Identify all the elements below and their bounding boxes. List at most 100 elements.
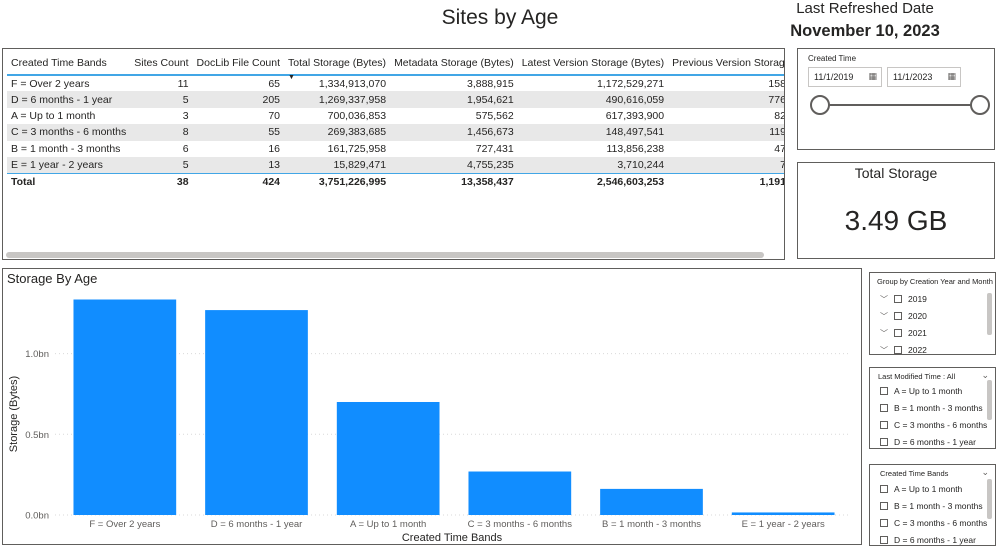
slicer-item[interactable]: A = Up to 1 month bbox=[880, 384, 962, 398]
matrix-table: Created Time Bands Sites Count DocLib Fi… bbox=[7, 53, 784, 191]
vertical-scrollbar[interactable] bbox=[987, 380, 992, 420]
table-row[interactable]: F = Over 2 years 11 65 1,334,913,070 3,8… bbox=[7, 75, 784, 91]
table-cell: 727,431 bbox=[475, 142, 514, 155]
chevron-down-icon[interactable]: ⌄ bbox=[981, 370, 989, 380]
checkbox[interactable] bbox=[880, 485, 888, 493]
slicer-item-label: A = Up to 1 month bbox=[894, 386, 963, 396]
chevron-down-icon[interactable]: ﹀ bbox=[880, 346, 888, 355]
checkbox[interactable] bbox=[894, 295, 902, 303]
table-cell: 3,751,226,995 bbox=[284, 172, 391, 191]
table-row[interactable]: A = Up to 1 month 3 70 700,036,853 575,5… bbox=[7, 108, 784, 124]
table-row[interactable]: D = 6 months - 1 year 5 205 1,269,337,95… bbox=[7, 91, 784, 108]
column-header[interactable]: DocLib File Count bbox=[192, 53, 285, 76]
table-cell: 5 bbox=[130, 156, 193, 174]
chevron-down-icon[interactable]: ⌄ bbox=[981, 467, 989, 477]
table-cell: 575,562 bbox=[475, 109, 514, 122]
table-cell: 700,036,853 bbox=[327, 109, 387, 122]
bar[interactable] bbox=[600, 488, 703, 515]
slicer-item-label: C = 3 months - 6 months bbox=[894, 518, 988, 528]
checkbox[interactable] bbox=[880, 387, 888, 395]
table-row[interactable]: B = 1 month - 3 months 6 16 161,725,958 … bbox=[7, 141, 784, 157]
slicer-item-label: D = 6 months - 1 year bbox=[894, 535, 976, 545]
calendar-icon[interactable]: ▦ bbox=[868, 71, 877, 81]
table-cell: 70 bbox=[268, 109, 281, 122]
chevron-down-icon[interactable]: ﹀ bbox=[880, 312, 888, 321]
table-cell: 1,191,265, bbox=[668, 172, 784, 191]
bar[interactable] bbox=[205, 310, 308, 515]
column-header[interactable]: Created Time Bands bbox=[7, 53, 131, 76]
checkbox[interactable] bbox=[880, 536, 888, 544]
checkbox[interactable] bbox=[880, 404, 888, 412]
table-cell: 776,767, bbox=[668, 91, 784, 108]
bar[interactable] bbox=[468, 471, 572, 515]
bar[interactable] bbox=[731, 512, 835, 515]
table-cell: 2,546,603,253 bbox=[517, 172, 669, 191]
slicer-item[interactable]: ﹀ 2021 bbox=[880, 326, 927, 340]
table-cell: 1,954,621 bbox=[390, 91, 518, 108]
checkbox[interactable] bbox=[894, 329, 902, 337]
slicer-item[interactable]: B = 1 month - 3 months bbox=[880, 499, 983, 513]
column-header[interactable]: Latest Version Storage (Bytes) bbox=[517, 53, 669, 76]
slicer-item[interactable]: ﹀ 2022 bbox=[880, 343, 927, 355]
horizontal-scrollbar[interactable] bbox=[6, 252, 764, 258]
x-tick-label: B = 1 month - 3 months bbox=[602, 519, 701, 530]
column-header-sorted[interactable]: Total Storage (Bytes) ▼ bbox=[284, 53, 391, 81]
slicer-item[interactable]: C = 3 months - 6 months bbox=[880, 418, 987, 432]
vertical-scrollbar[interactable] bbox=[987, 293, 992, 335]
calendar-icon[interactable]: ▦ bbox=[947, 71, 956, 81]
slicer-item-label: C = 3 months - 6 months bbox=[894, 420, 988, 430]
table-cell: A = Up to 1 month bbox=[11, 109, 96, 122]
end-date-input[interactable]: 11/1/2023 ▦ bbox=[887, 67, 961, 87]
checkbox[interactable] bbox=[894, 312, 902, 320]
checkbox[interactable] bbox=[880, 519, 888, 527]
table-row[interactable]: C = 3 months - 6 months 8 55 269,383,685… bbox=[7, 124, 784, 141]
slider-start-handle[interactable] bbox=[810, 95, 830, 115]
slicer-item[interactable]: ﹀ 2020 bbox=[880, 309, 927, 323]
checkbox[interactable] bbox=[880, 421, 888, 429]
y-tick-label: 1.0bn bbox=[25, 349, 49, 360]
table-cell: 1,456,673 bbox=[390, 124, 518, 141]
slicer-item-label: 2020 bbox=[908, 311, 927, 321]
table-cell: 269,383,685 bbox=[284, 124, 391, 141]
column-header[interactable]: Metadata Storage (Bytes) bbox=[390, 53, 518, 76]
column-header[interactable]: Previous Version Storage (By bbox=[668, 53, 784, 76]
checkbox[interactable] bbox=[880, 438, 888, 446]
chevron-down-icon[interactable]: ﹀ bbox=[880, 329, 888, 338]
start-date-value: 11/1/2019 bbox=[814, 72, 854, 82]
refresh-label: Last Refreshed Date bbox=[796, 0, 934, 17]
table-cell: 7,363, bbox=[668, 156, 784, 174]
column-header-label: Total Storage (Bytes) bbox=[288, 56, 387, 69]
slider-end-handle[interactable] bbox=[970, 95, 990, 115]
vertical-scrollbar[interactable] bbox=[987, 479, 992, 519]
table-cell: 1,269,337,958 bbox=[284, 91, 391, 108]
y-axis-title: Storage (Bytes) bbox=[8, 376, 20, 452]
slicer-item[interactable]: D = 6 months - 1 year bbox=[880, 533, 976, 545]
storage-by-age-chart: Storage By Age 0.0bn 0.5bn 1.0bn F = Over 2… bbox=[2, 268, 862, 545]
table-total-row: Total 38 424 3,751,226,995 13,358,437 2,… bbox=[7, 172, 784, 191]
slicer-item-label: B = 1 month - 3 months bbox=[894, 403, 983, 413]
slicer-item[interactable]: D = 6 months - 1 year bbox=[880, 435, 976, 448]
bar[interactable] bbox=[73, 299, 177, 515]
slicer-title: Group by Creation Year and Month bbox=[877, 277, 993, 286]
slicer-item[interactable]: C = 3 months - 6 months bbox=[880, 516, 987, 530]
start-date-input[interactable]: 11/1/2019 ▦ bbox=[808, 67, 882, 87]
chevron-down-icon[interactable]: ﹀ bbox=[880, 295, 888, 304]
checkbox[interactable] bbox=[880, 502, 888, 510]
table-cell: 113,856,238 bbox=[606, 142, 665, 155]
bar[interactable] bbox=[336, 401, 440, 515]
table-cell: E = 1 year - 2 years bbox=[7, 156, 131, 174]
created-time-bands-slicer: Created Time Bands ⌄ A = Up to 1 month B… bbox=[869, 464, 996, 546]
x-tick-label: A = Up to 1 month bbox=[350, 519, 426, 530]
slicer-item[interactable]: A = Up to 1 month bbox=[880, 482, 962, 496]
table-cell: 8 bbox=[130, 124, 193, 141]
chart-title: Storage By Age bbox=[7, 271, 98, 286]
column-header[interactable]: Sites Count bbox=[130, 53, 193, 76]
slicer-item[interactable]: ﹀ 2019 bbox=[880, 292, 927, 306]
slicer-item-label: B = 1 month - 3 months bbox=[894, 501, 983, 511]
table-cell: 148,497,541 bbox=[517, 124, 669, 141]
slicer-title: Created Time bbox=[808, 54, 857, 63]
slicer-item[interactable]: B = 1 month - 3 months bbox=[880, 401, 983, 415]
date-slider-track[interactable] bbox=[822, 104, 980, 106]
table-row[interactable]: E = 1 year - 2 years 5 13 15,829,471 4,7… bbox=[7, 156, 784, 174]
checkbox[interactable] bbox=[894, 346, 902, 354]
